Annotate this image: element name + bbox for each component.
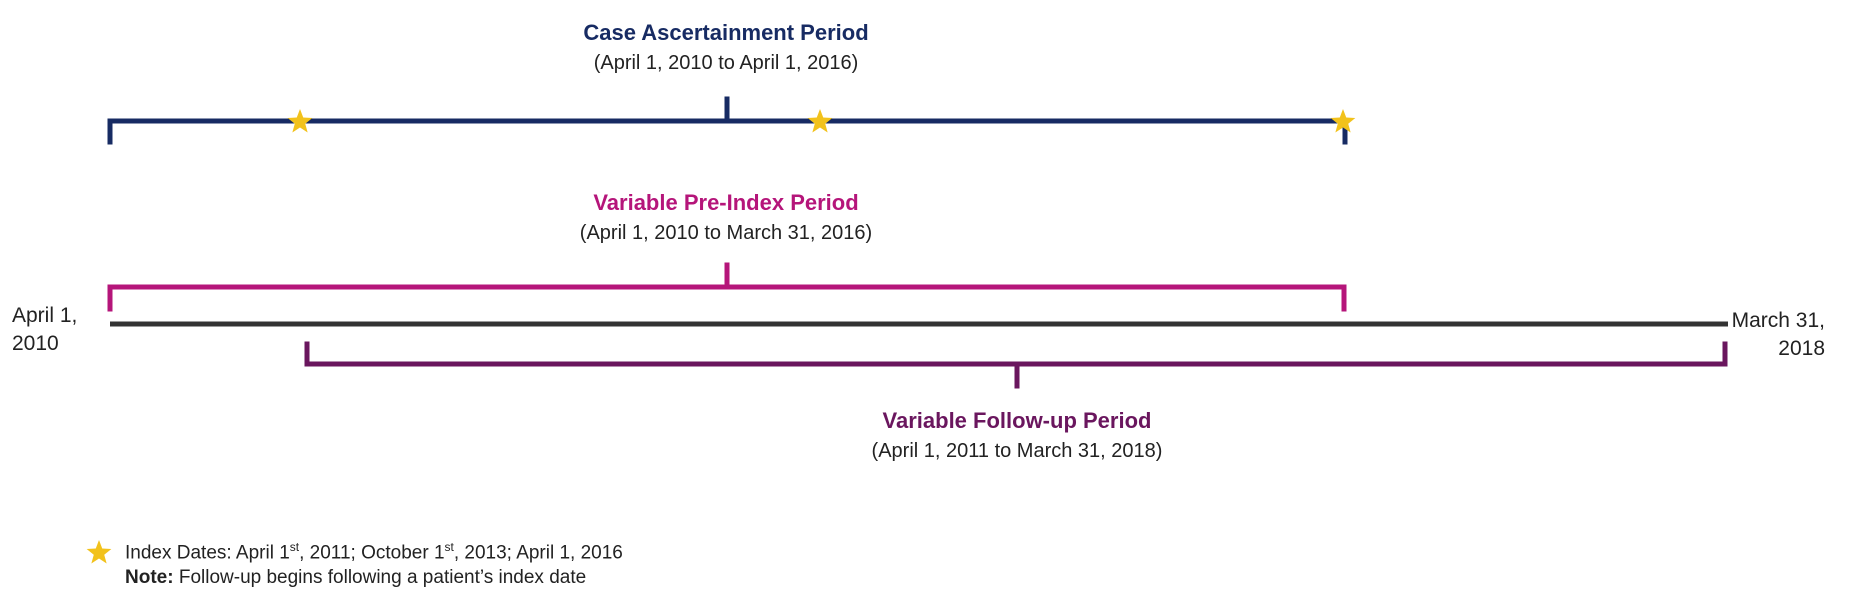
pre-index-period-title: Variable Pre-Index Period [593,190,859,215]
timeline-end-date: March 31, 2018 [1731,309,1825,361]
case-period-title: Case Ascertainment Period [583,20,869,45]
star-icon [287,109,313,133]
legend-note: Note: Follow-up begins following a patie… [125,567,587,589]
legend-index-dates: Index Dates: April 1st, 2011; October 1s… [125,540,623,564]
legend: Index Dates: April 1st, 2011; October 1s… [125,540,623,591]
follow-up-bracket [304,341,1728,389]
index-date-stars [287,109,1356,133]
timeline-start-date: April 1, 2010 [12,304,78,356]
follow-up-period-range: (April 1, 2011 to March 31, 2018) [871,440,1163,462]
follow-up-period-title: Variable Follow-up Period [882,408,1152,433]
case-ascertainment-bracket [107,96,1348,145]
star-icon [807,109,833,133]
star-icon [86,540,112,564]
star-icon [1330,109,1356,133]
case-period-range: (April 1, 2010 to April 1, 2016) [593,52,859,74]
pre-index-bracket [107,262,1347,312]
pre-index-period-range: (April 1, 2010 to March 31, 2016) [579,222,873,244]
